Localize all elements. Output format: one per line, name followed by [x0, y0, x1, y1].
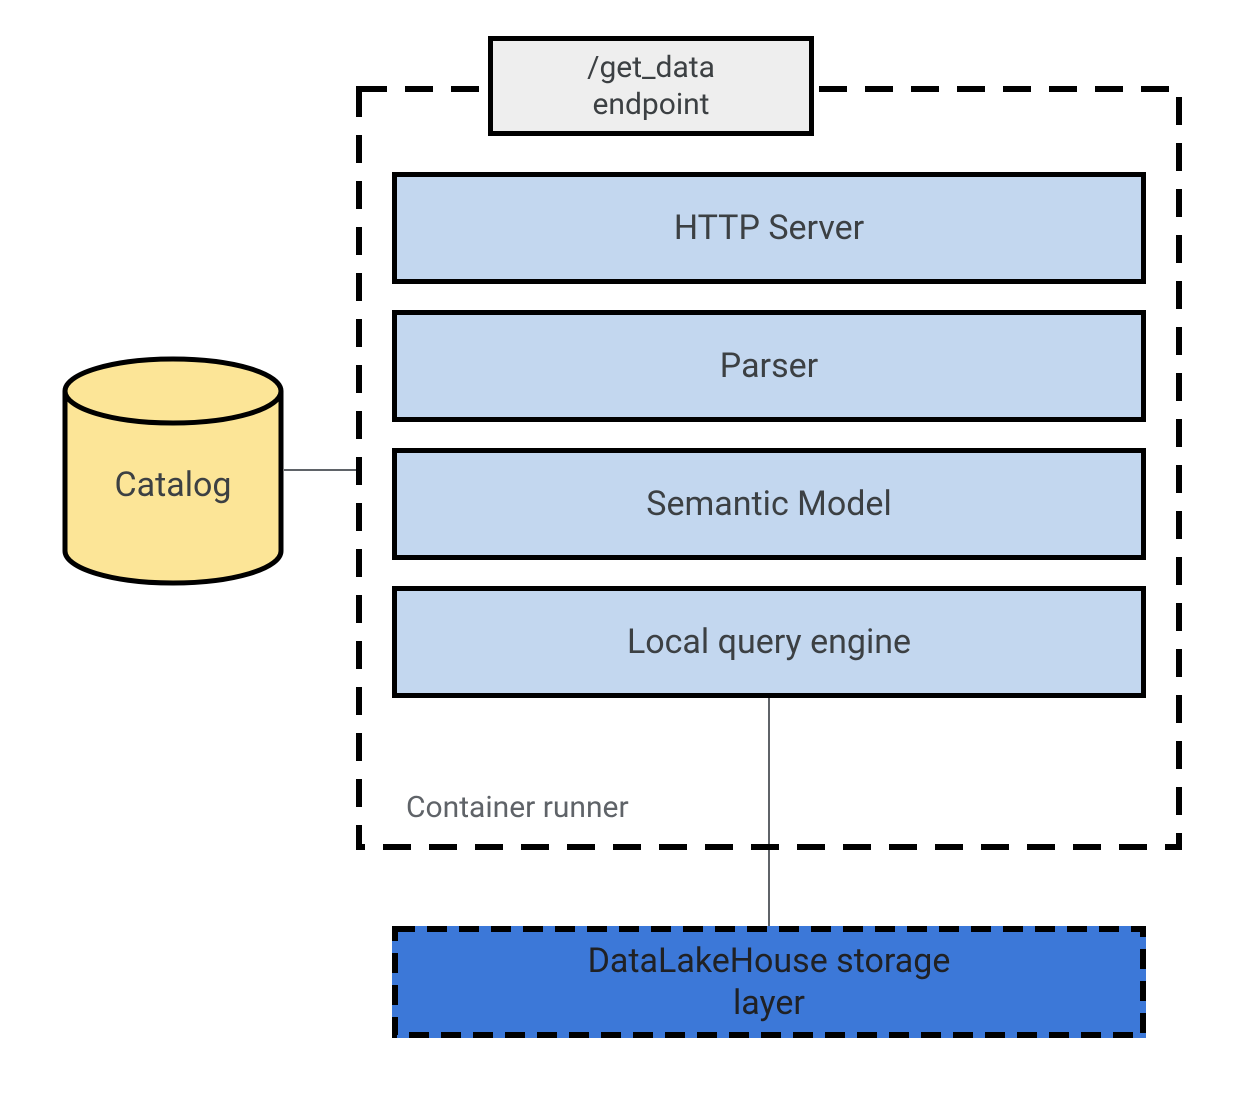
container-label-text: Container runner	[406, 789, 629, 827]
architecture-diagram: Container runner /get_data endpoint HTTP…	[0, 0, 1252, 1100]
parser-label: Parser	[720, 345, 818, 388]
semantic-model-box: Semantic Model	[392, 448, 1146, 560]
parser-box: Parser	[392, 310, 1146, 422]
catalog-label-box: Catalog	[62, 410, 284, 560]
http-server-label: HTTP Server	[674, 207, 864, 250]
storage-layer-box: DataLakeHouse storage layer	[392, 926, 1146, 1038]
semantic-model-label: Semantic Model	[646, 483, 891, 526]
http-server-box: HTTP Server	[392, 172, 1146, 284]
catalog-label: Catalog	[115, 464, 232, 507]
container-runner-label: Container runner	[406, 788, 806, 828]
local-query-engine-box: Local query engine	[392, 586, 1146, 698]
endpoint-label: /get_data endpoint	[587, 49, 715, 124]
storage-layer-label: DataLakeHouse storage layer	[588, 940, 951, 1025]
endpoint-box: /get_data endpoint	[488, 36, 814, 136]
local-query-engine-label: Local query engine	[627, 621, 911, 664]
